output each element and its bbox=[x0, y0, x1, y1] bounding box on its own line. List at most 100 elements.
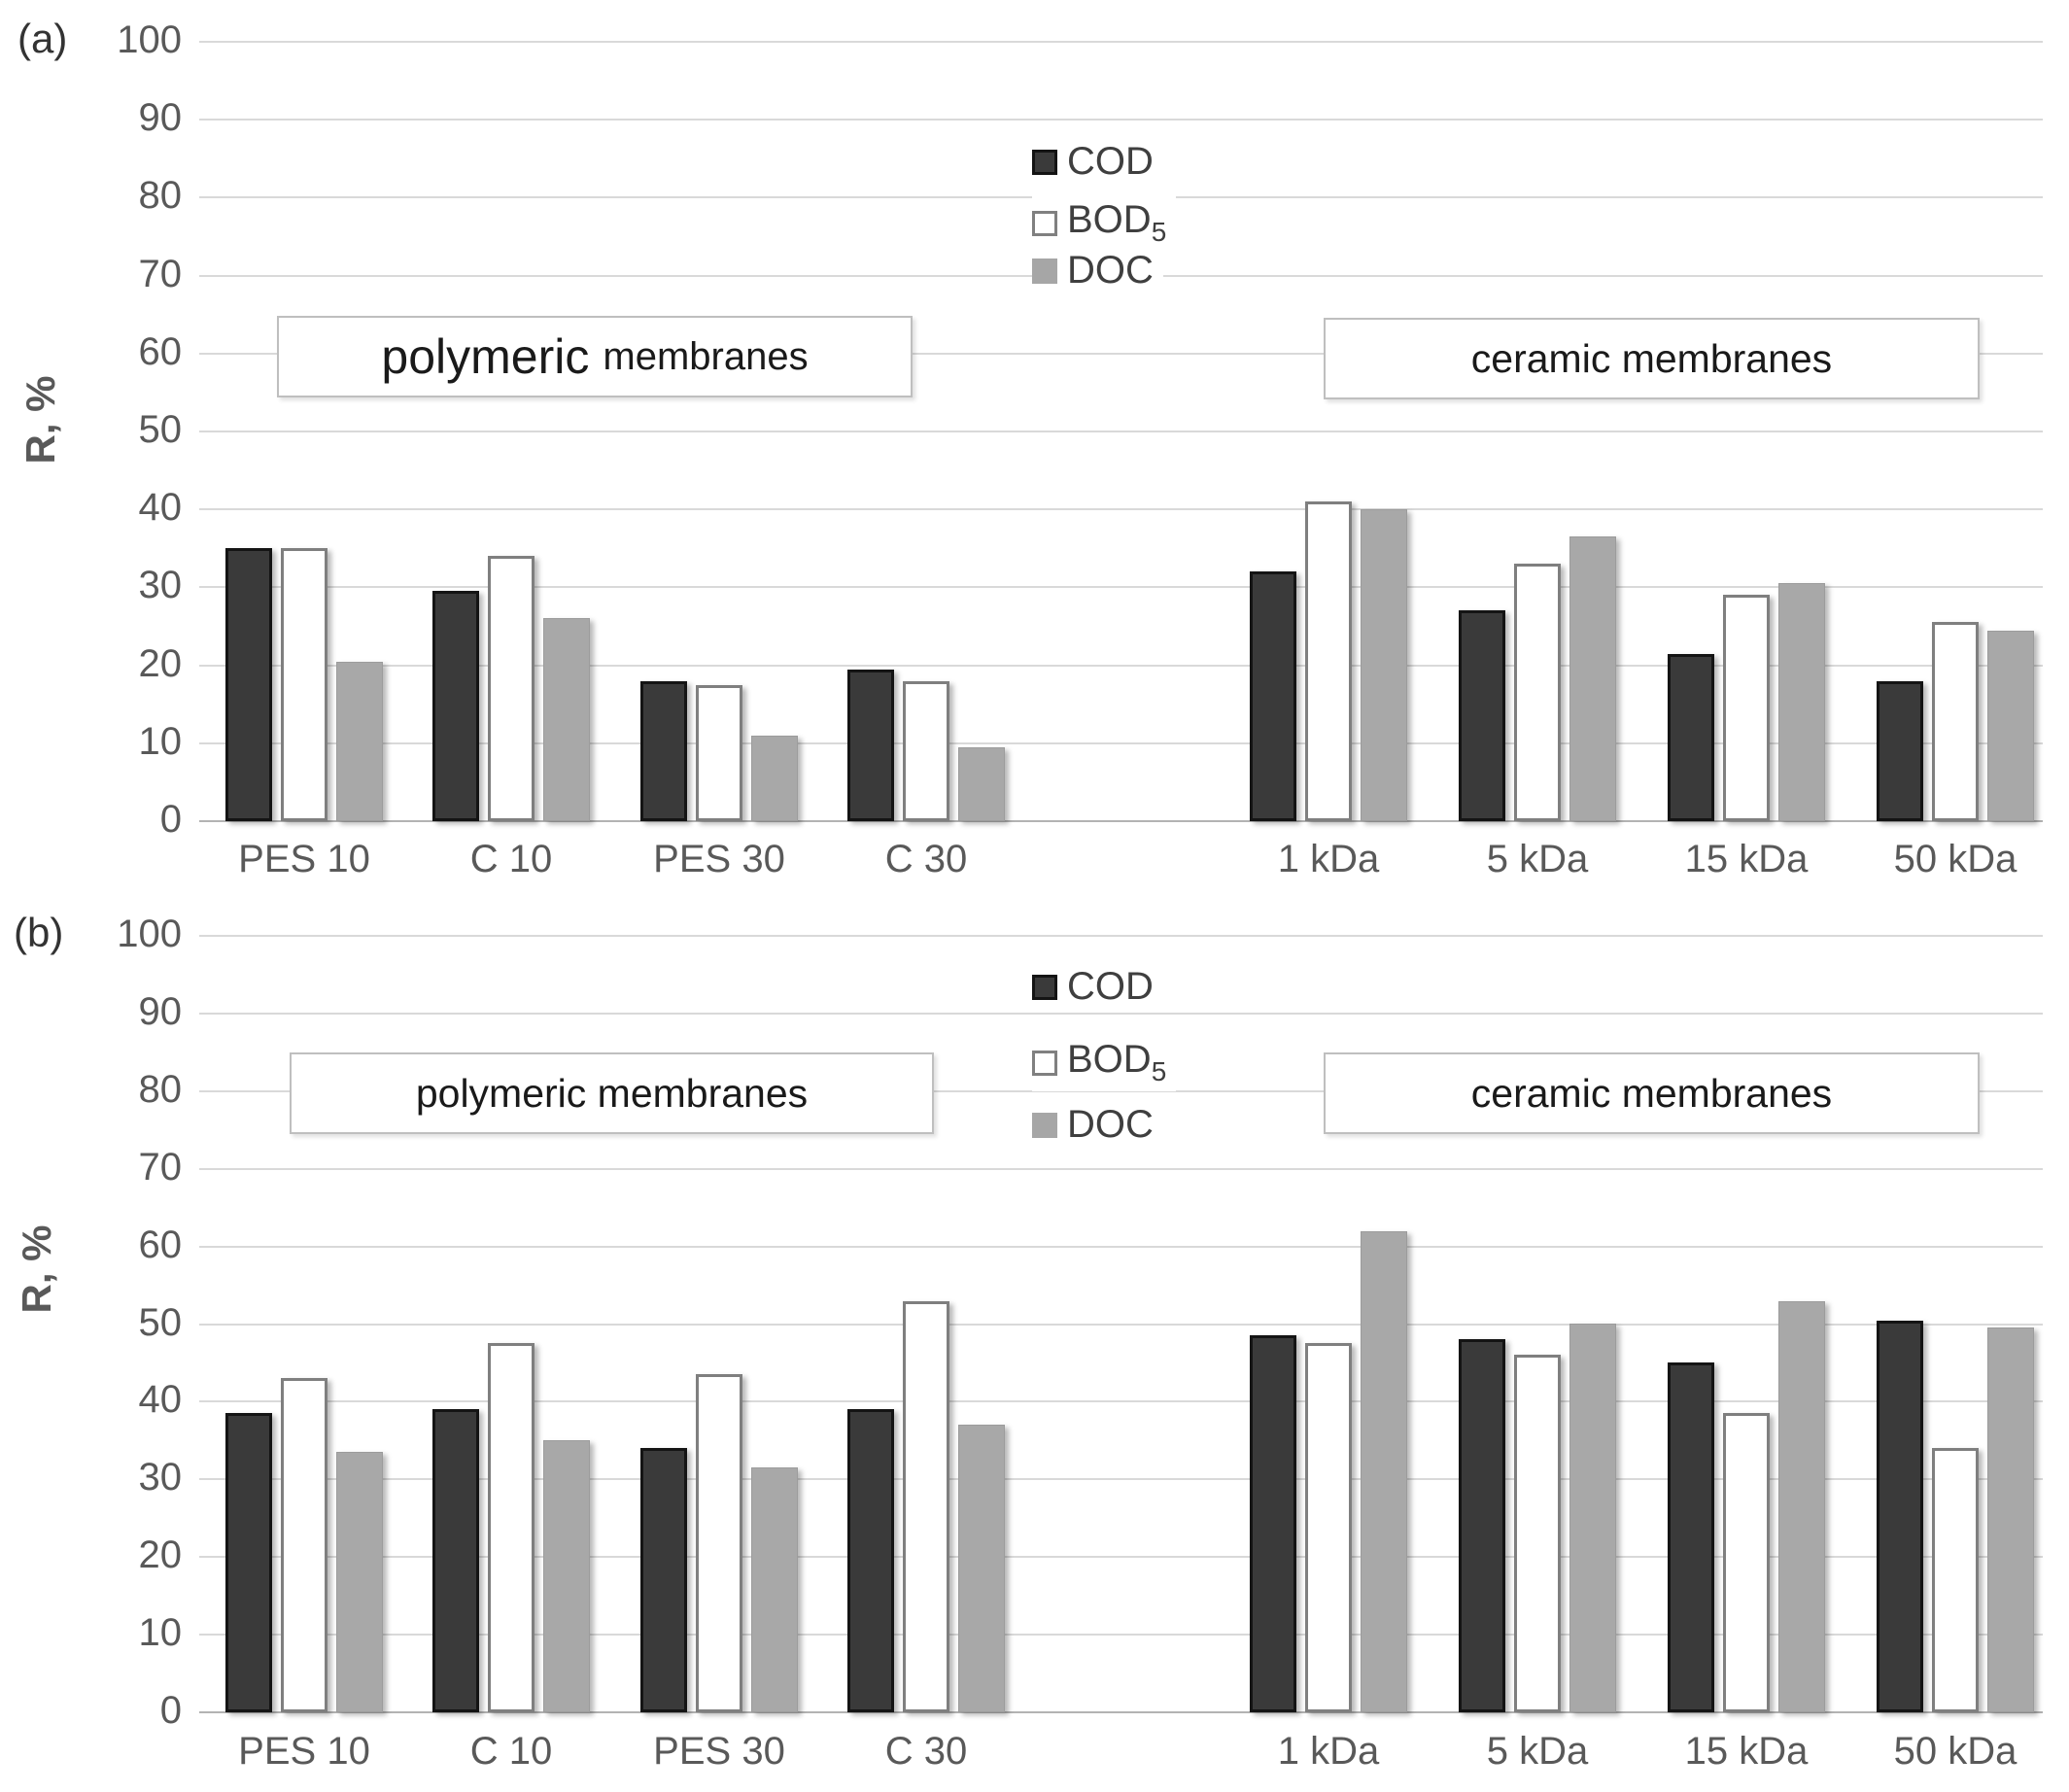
y-tick-b-90: 90 bbox=[138, 989, 183, 1033]
bar-b-50-kda-cod bbox=[1877, 1321, 1923, 1712]
y-tick-a-70: 70 bbox=[138, 252, 183, 295]
panel-a-polymeric-membranes-box: polymeric membranes bbox=[277, 316, 913, 397]
y-tick-b-70: 70 bbox=[138, 1145, 183, 1189]
legend-label-cod: COD bbox=[1067, 140, 1154, 183]
x-category-a-50-kda: 50 kDa bbox=[1893, 838, 2017, 880]
gridline-a-10 bbox=[199, 741, 2043, 744]
y-tick-a-60: 60 bbox=[138, 329, 183, 373]
x-category-a-c-10: C 10 bbox=[469, 838, 553, 880]
bar-a-c-10-cod bbox=[432, 591, 479, 821]
y-tick-a-10: 10 bbox=[138, 719, 183, 763]
bar-a-c-30-cod bbox=[847, 670, 894, 821]
x-category-a-1-kda: 1 kDa bbox=[1277, 838, 1380, 880]
bar-b-15-kda-cod bbox=[1668, 1362, 1714, 1712]
x-category-a-pes-30: PES 30 bbox=[653, 838, 785, 880]
x-category-b-1-kda: 1 kDa bbox=[1277, 1730, 1380, 1773]
bar-b-1-kda-bod5 bbox=[1305, 1343, 1352, 1712]
y-tick-b-30: 30 bbox=[138, 1456, 183, 1499]
bar-a-pes-10-cod bbox=[225, 548, 272, 821]
panel-b-polymeric-label: polymeric membranes bbox=[415, 1070, 809, 1116]
y-tick-b-80: 80 bbox=[138, 1067, 183, 1111]
bar-b-c-10-cod bbox=[432, 1409, 479, 1712]
panel-a-label: (a) bbox=[17, 16, 68, 61]
bar-b-c-30-bod5 bbox=[903, 1301, 949, 1712]
bar-b-5-kda-bod5 bbox=[1514, 1355, 1561, 1712]
bar-a-pes-10-doc bbox=[336, 662, 383, 821]
gridline-a-40 bbox=[199, 508, 2043, 511]
legend-swatch-cod-icon bbox=[1032, 149, 1057, 175]
bar-b-c-10-doc bbox=[543, 1440, 590, 1712]
gridline-b-70 bbox=[199, 1167, 2043, 1170]
bar-a-1-kda-cod bbox=[1250, 571, 1296, 821]
y-tick-b-100: 100 bbox=[117, 913, 182, 955]
panel-a-ceramic-label: ceramic membranes bbox=[1470, 335, 1833, 381]
bar-a-1-kda-bod5 bbox=[1305, 501, 1352, 821]
y-tick-b-0: 0 bbox=[159, 1689, 182, 1732]
gridline-b-50 bbox=[199, 1323, 2043, 1326]
gridline-a-0 bbox=[199, 820, 2043, 822]
legend-swatch-doc-icon bbox=[1032, 258, 1057, 284]
bar-b-c-30-cod bbox=[847, 1409, 894, 1712]
bar-b-pes-30-bod5 bbox=[696, 1374, 742, 1712]
bar-b-5-kda-doc bbox=[1569, 1324, 1616, 1712]
gridline-a-20 bbox=[199, 664, 2043, 667]
panel-a-y-axis-title: R, % bbox=[17, 375, 63, 465]
bar-b-50-kda-doc bbox=[1987, 1327, 2034, 1712]
gridline-b-20 bbox=[199, 1556, 2043, 1559]
bar-b-c-30-doc bbox=[958, 1425, 1005, 1712]
bar-a-50-kda-bod5 bbox=[1932, 622, 1979, 821]
bar-b-pes-10-doc bbox=[336, 1452, 383, 1712]
y-tick-a-20: 20 bbox=[138, 641, 183, 685]
bar-a-c-10-bod5 bbox=[488, 556, 534, 821]
gridline-a-90 bbox=[199, 119, 2043, 121]
legend-item-b-cod: COD bbox=[1032, 961, 1163, 1013]
bar-b-1-kda-cod bbox=[1250, 1335, 1296, 1712]
y-tick-a-40: 40 bbox=[138, 486, 183, 530]
x-category-a-15-kda: 15 kDa bbox=[1684, 838, 1809, 880]
legend-item-a-bod5: BOD5 bbox=[1032, 194, 1177, 252]
legend-swatch-doc-icon bbox=[1032, 1112, 1057, 1138]
panel-b-ceramic-label: ceramic membranes bbox=[1470, 1070, 1833, 1116]
legend-item-b-bod5: BOD5 bbox=[1032, 1034, 1177, 1091]
bar-a-50-kda-doc bbox=[1987, 631, 2034, 821]
legend-label-cod: COD bbox=[1067, 965, 1154, 1008]
legend-swatch-bod5-icon bbox=[1032, 1050, 1057, 1076]
legend-label-doc: DOC bbox=[1067, 249, 1154, 292]
legend-label-bod5: BOD5 bbox=[1067, 1038, 1167, 1086]
gridline-b-90 bbox=[199, 1012, 2043, 1015]
bar-a-pes-30-bod5 bbox=[696, 685, 742, 821]
bar-b-pes-30-cod bbox=[640, 1448, 687, 1712]
legend-label-doc: DOC bbox=[1067, 1103, 1154, 1146]
bar-b-15-kda-bod5 bbox=[1723, 1413, 1770, 1712]
bar-b-50-kda-bod5 bbox=[1932, 1448, 1979, 1712]
y-tick-b-50: 50 bbox=[138, 1300, 183, 1344]
y-tick-b-40: 40 bbox=[138, 1378, 183, 1422]
bar-b-pes-10-bod5 bbox=[281, 1378, 328, 1712]
gridline-b-40 bbox=[199, 1400, 2043, 1403]
panel-b-label: (b) bbox=[14, 910, 64, 955]
bar-a-5-kda-bod5 bbox=[1514, 564, 1561, 821]
panel-b-y-axis-title: R, % bbox=[14, 1224, 59, 1314]
bar-b-15-kda-doc bbox=[1778, 1301, 1825, 1712]
bar-b-c-10-bod5 bbox=[488, 1343, 534, 1712]
x-category-b-c-30: C 30 bbox=[884, 1730, 968, 1773]
panel-a-polymeric-word: polymeric bbox=[381, 329, 590, 384]
bar-a-15-kda-cod bbox=[1668, 654, 1714, 821]
bar-b-pes-30-doc bbox=[751, 1467, 798, 1712]
gridline-b-60 bbox=[199, 1245, 2043, 1248]
gridline-a-30 bbox=[199, 586, 2043, 589]
bar-a-c-30-bod5 bbox=[903, 681, 949, 821]
x-category-a-pes-10: PES 10 bbox=[238, 838, 370, 880]
panel-a-membranes-word: membranes bbox=[603, 334, 809, 378]
gridline-b-100 bbox=[199, 935, 2043, 937]
bar-a-pes-10-bod5 bbox=[281, 548, 328, 821]
bar-b-1-kda-doc bbox=[1361, 1231, 1407, 1712]
x-category-b-pes-10: PES 10 bbox=[238, 1730, 370, 1773]
bar-a-15-kda-doc bbox=[1778, 583, 1825, 821]
bar-b-5-kda-cod bbox=[1459, 1339, 1505, 1712]
panel-b-ceramic-membranes-box: ceramic membranes bbox=[1324, 1052, 1980, 1134]
bar-a-15-kda-bod5 bbox=[1723, 595, 1770, 821]
y-tick-a-50: 50 bbox=[138, 408, 183, 451]
gridline-a-50 bbox=[199, 431, 2043, 432]
